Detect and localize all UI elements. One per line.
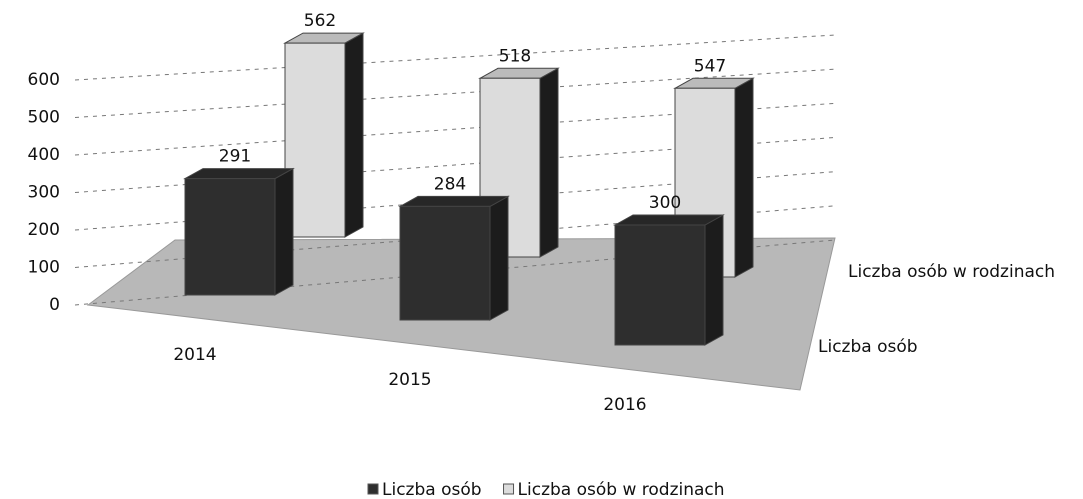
y-tick-label: 500 <box>28 108 60 128</box>
bar-face <box>398 195 510 207</box>
x-tick-label: 2016 <box>603 395 646 415</box>
bar <box>283 32 365 238</box>
grid-line <box>74 68 836 118</box>
bar-face <box>734 77 754 278</box>
bar-face <box>284 42 346 238</box>
value-label: 284 <box>434 174 466 194</box>
y-tick-label: 400 <box>28 145 60 165</box>
y-tick-label: 200 <box>28 220 60 240</box>
legend-label: Liczba osób <box>382 480 482 499</box>
legend-swatch <box>503 483 515 495</box>
bar-face <box>183 168 295 180</box>
bar-face <box>344 32 364 238</box>
bar-face <box>274 167 294 296</box>
depth-label: Liczba osób <box>818 337 918 357</box>
legend-swatch <box>367 483 379 495</box>
grid-line <box>74 34 836 81</box>
y-tick-label: 0 <box>49 295 60 315</box>
value-label: 518 <box>499 46 531 66</box>
x-tick-label: 2015 <box>388 370 431 390</box>
bar-face <box>613 214 725 226</box>
y-tick-label: 100 <box>28 258 60 278</box>
legend-label: Liczba osób w rodzinach <box>518 480 725 499</box>
bar-face <box>614 224 706 346</box>
bar <box>613 214 725 346</box>
value-label: 562 <box>304 11 336 31</box>
bar-face <box>539 67 559 258</box>
grid-line <box>74 102 836 156</box>
depth-label: Liczba osób w rodzinach <box>848 262 1055 282</box>
x-tick-label: 2014 <box>173 345 216 365</box>
bar <box>183 167 295 296</box>
value-label: 547 <box>694 56 726 76</box>
value-label: 291 <box>219 147 251 167</box>
bar <box>398 195 510 321</box>
y-tick-label: 300 <box>28 183 60 203</box>
bar-face <box>704 214 724 346</box>
bar-face <box>489 195 509 321</box>
y-tick-label: 600 <box>28 70 60 90</box>
value-label: 300 <box>649 193 681 213</box>
bar-face <box>184 178 276 296</box>
bar-face <box>399 205 491 321</box>
